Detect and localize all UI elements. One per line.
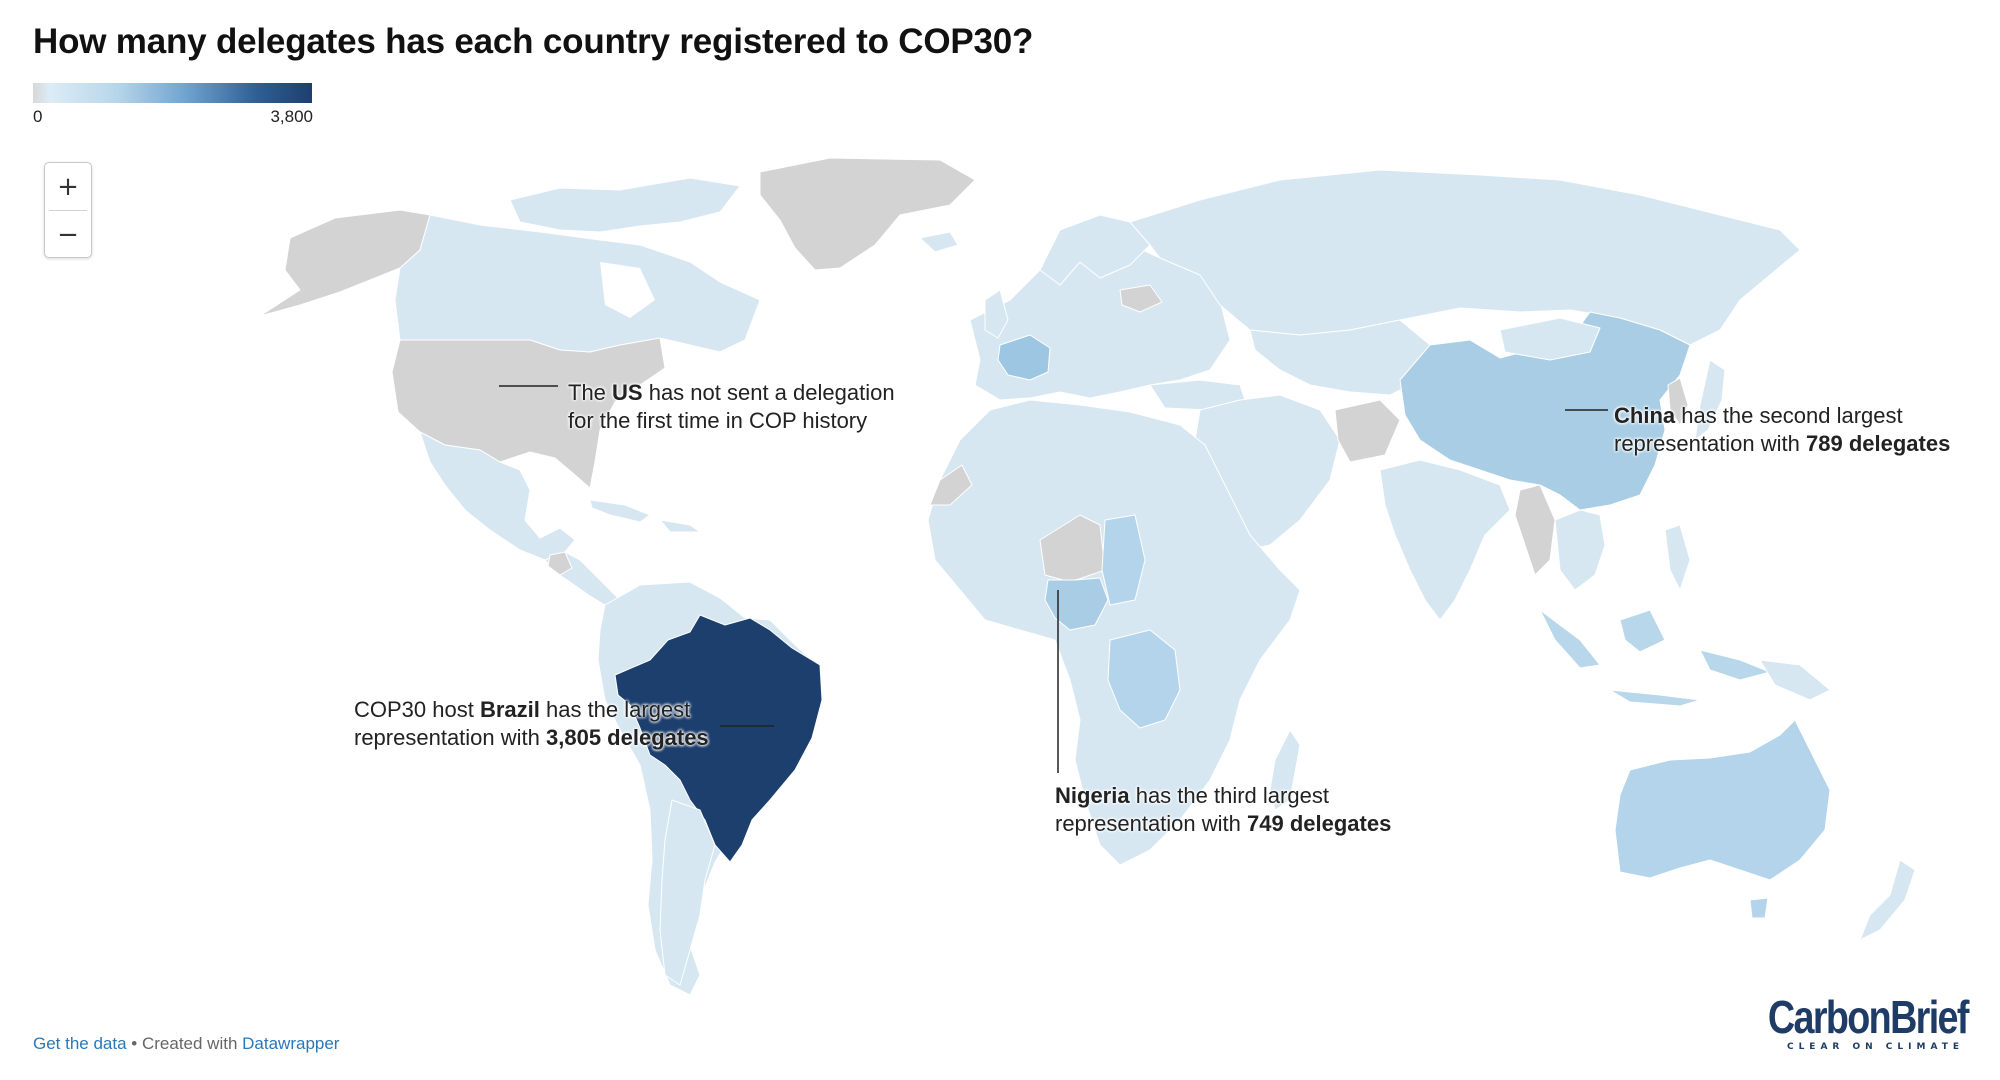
map-indonesia[interactable] [1539, 609, 1771, 707]
map-mongolia[interactable] [1499, 317, 1601, 361]
brazil-annotation: COP30 host Brazil has the largest repres… [354, 697, 709, 750]
map-alaska[interactable] [259, 209, 431, 317]
legend-max-label: 3,800 [270, 107, 313, 126]
chart-title: How many delegates has each country regi… [33, 22, 1034, 61]
map-japan[interactable] [1694, 359, 1726, 441]
map-africa[interactable] [927, 399, 1301, 866]
map-france[interactable] [997, 334, 1051, 381]
footer-separator: • Created with [126, 1034, 243, 1053]
map-myanmar[interactable] [1514, 484, 1556, 576]
map-iceland[interactable] [919, 231, 959, 253]
map-drc[interactable] [1107, 629, 1181, 729]
map-mexico[interactable] [419, 431, 576, 561]
map-tasmania[interactable] [1749, 897, 1769, 919]
us-annotation: The US has not sent a delegation for the… [568, 380, 895, 433]
legend-gradient [33, 83, 312, 103]
china-annotation: China has the second largest representat… [1614, 403, 1951, 456]
map-canada[interactable] [394, 214, 761, 353]
carbon-brief-logo: CarbonBrief CLEAR ON CLIMATE [1724, 991, 1970, 1052]
map-russia[interactable] [1129, 169, 1801, 346]
map-nigeria[interactable] [1044, 577, 1109, 631]
map-southeast-asia[interactable] [1554, 509, 1606, 591]
datawrapper-link[interactable]: Datawrapper [242, 1034, 340, 1053]
map-argentina[interactable] [659, 799, 716, 986]
map-arctic-islands[interactable] [509, 177, 741, 233]
zoom-out-button[interactable]: − [45, 211, 91, 258]
map-philippines[interactable] [1664, 524, 1691, 591]
map-brazil[interactable] [614, 614, 823, 863]
map-belarus[interactable] [1119, 284, 1163, 313]
map-uk[interactable] [984, 289, 1009, 339]
world-map[interactable] [0, 140, 2000, 1020]
map-madagascar[interactable] [1269, 729, 1301, 811]
map-nicaragua[interactable] [547, 551, 573, 576]
map-western-sahara[interactable] [929, 464, 973, 506]
map-greenland[interactable] [759, 157, 976, 271]
nigeria-annotation: Nigeria has the third largest representa… [1055, 783, 1392, 836]
get-the-data-link[interactable]: Get the data [33, 1034, 127, 1053]
footer: Get the data • Created with Datawrapper [33, 1034, 339, 1054]
zoom-in-button[interactable]: + [45, 163, 91, 210]
map-chad[interactable] [1101, 514, 1146, 606]
map-scandinavia[interactable] [1039, 214, 1151, 286]
color-legend: 0 3,800 [33, 83, 313, 126]
map-caribbean[interactable] [589, 499, 701, 533]
logo-wordmark: CarbonBrief [1768, 991, 1970, 1043]
legend-min-label: 0 [33, 107, 43, 126]
map-papua[interactable] [1759, 659, 1831, 701]
map-new-zealand[interactable] [1859, 859, 1916, 941]
logo-tagline: CLEAR ON CLIMATE [1786, 1042, 1964, 1052]
map-afghanistan[interactable] [1334, 399, 1401, 463]
map-australia[interactable] [1614, 719, 1831, 881]
zoom-control: + − [44, 162, 92, 258]
map-india[interactable] [1379, 459, 1511, 621]
map-korea[interactable] [1667, 377, 1689, 426]
